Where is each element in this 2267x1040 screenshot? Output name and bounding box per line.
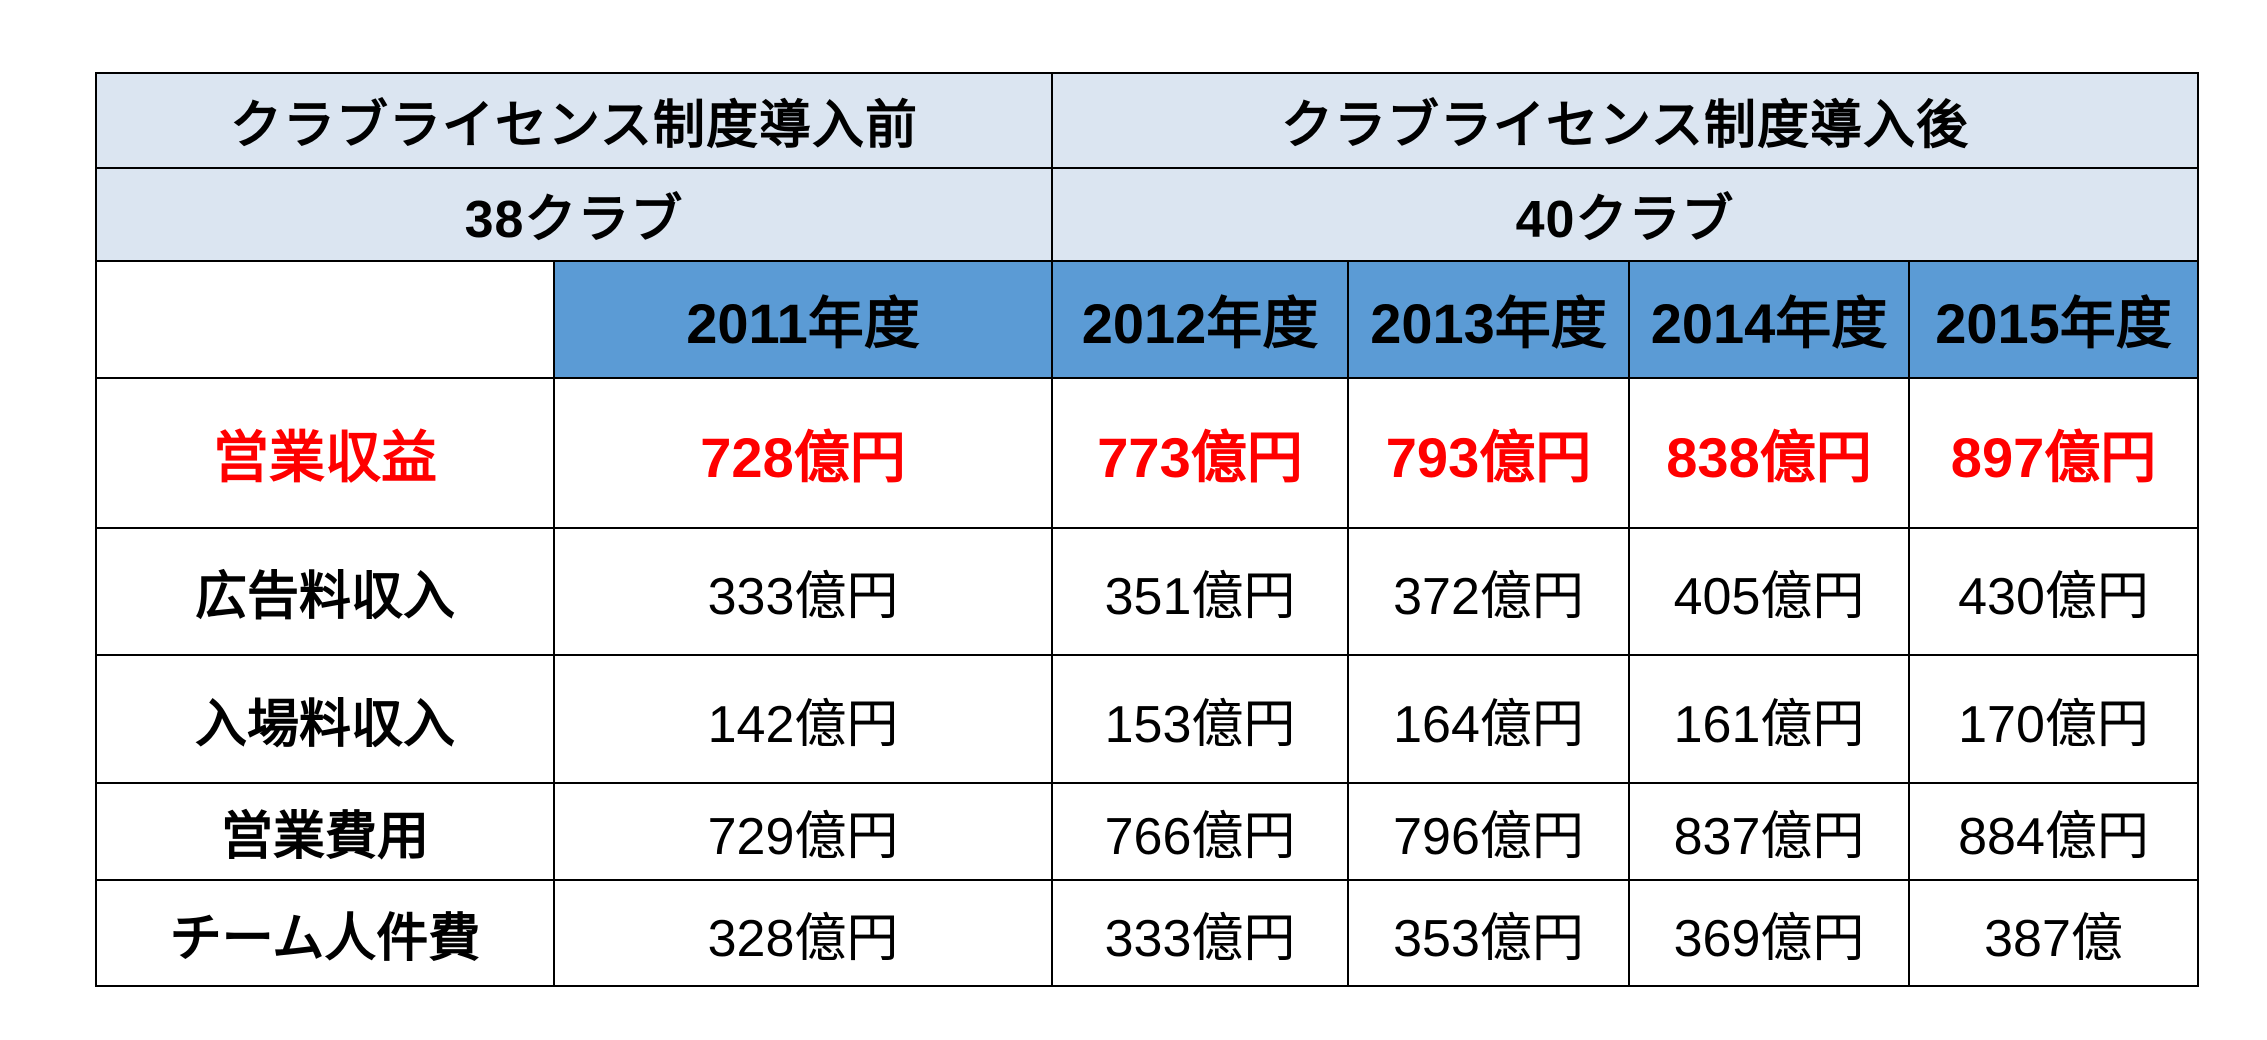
- data-cell: 328億円: [553, 879, 1053, 987]
- table-row-team-personnel-costs: チーム人件費 328億円 333億円 353億円 369億円 387億: [95, 879, 2200, 987]
- corner-blank-cell: [95, 260, 555, 379]
- row-label: 営業収益: [95, 377, 555, 529]
- data-cell: 897億円: [1907, 377, 2200, 529]
- club-license-financial-table: クラブライセンス制度導入前 クラブライセンス制度導入後 38クラブ 40クラブ …: [95, 72, 2200, 987]
- row-label: 入場料収入: [95, 654, 555, 784]
- data-cell: 796億円: [1347, 782, 1630, 881]
- data-cell: 333億円: [1051, 879, 1349, 987]
- data-cell: 164億円: [1347, 654, 1630, 784]
- data-cell: 372億円: [1347, 527, 1630, 656]
- row-year-headers: 2011年度 2012年度 2013年度 2014年度 2015年度: [95, 260, 2200, 379]
- data-cell: 142億円: [553, 654, 1053, 784]
- row-label: 広告料収入: [95, 527, 555, 656]
- header-after-title: クラブライセンス制度導入後: [1050, 72, 2200, 169]
- data-cell: 351億円: [1051, 527, 1349, 656]
- table-row-advertising-income: 広告料収入 333億円 351億円 372億円 405億円 430億円: [95, 527, 2200, 656]
- data-cell: 161億円: [1628, 654, 1910, 784]
- year-header-2013: 2013年度: [1347, 260, 1630, 379]
- data-cell: 369億円: [1628, 879, 1910, 987]
- row-label: チーム人件費: [95, 879, 555, 987]
- year-header-2012: 2012年度: [1051, 260, 1349, 379]
- year-header-2015: 2015年度: [1907, 260, 2200, 379]
- data-cell: 405億円: [1628, 527, 1910, 656]
- header-after-clubs: 40クラブ: [1050, 167, 2200, 262]
- data-cell: 430億円: [1907, 527, 2200, 656]
- data-cell: 773億円: [1051, 377, 1349, 529]
- data-cell: 766億円: [1051, 782, 1349, 881]
- data-cell: 884億円: [1907, 782, 2200, 881]
- data-cell: 837億円: [1628, 782, 1910, 881]
- year-header-2011: 2011年度: [553, 260, 1053, 379]
- data-cell: 838億円: [1628, 377, 1910, 529]
- data-cell: 729億円: [553, 782, 1053, 881]
- data-cell: 170億円: [1907, 654, 2200, 784]
- table-row-operating-expenses: 営業費用 729億円 766億円 796億円 837億円 884億円: [95, 782, 2200, 881]
- header-before-title: クラブライセンス制度導入前: [95, 72, 1053, 169]
- row-club-counts: 38クラブ 40クラブ: [95, 167, 2200, 262]
- data-cell: 353億円: [1347, 879, 1630, 987]
- data-cell: 387億: [1907, 879, 2200, 987]
- data-cell: 333億円: [553, 527, 1053, 656]
- data-cell: 153億円: [1051, 654, 1349, 784]
- row-label: 営業費用: [95, 782, 555, 881]
- table-row-admission-income: 入場料収入 142億円 153億円 164億円 161億円 170億円: [95, 654, 2200, 784]
- data-cell: 728億円: [553, 377, 1053, 529]
- header-before-clubs: 38クラブ: [95, 167, 1053, 262]
- year-header-2014: 2014年度: [1628, 260, 1910, 379]
- row-group-header: クラブライセンス制度導入前 クラブライセンス制度導入後: [95, 72, 2200, 169]
- data-cell: 793億円: [1347, 377, 1630, 529]
- table-row-operating-revenue: 営業収益 728億円 773億円 793億円 838億円 897億円: [95, 377, 2200, 529]
